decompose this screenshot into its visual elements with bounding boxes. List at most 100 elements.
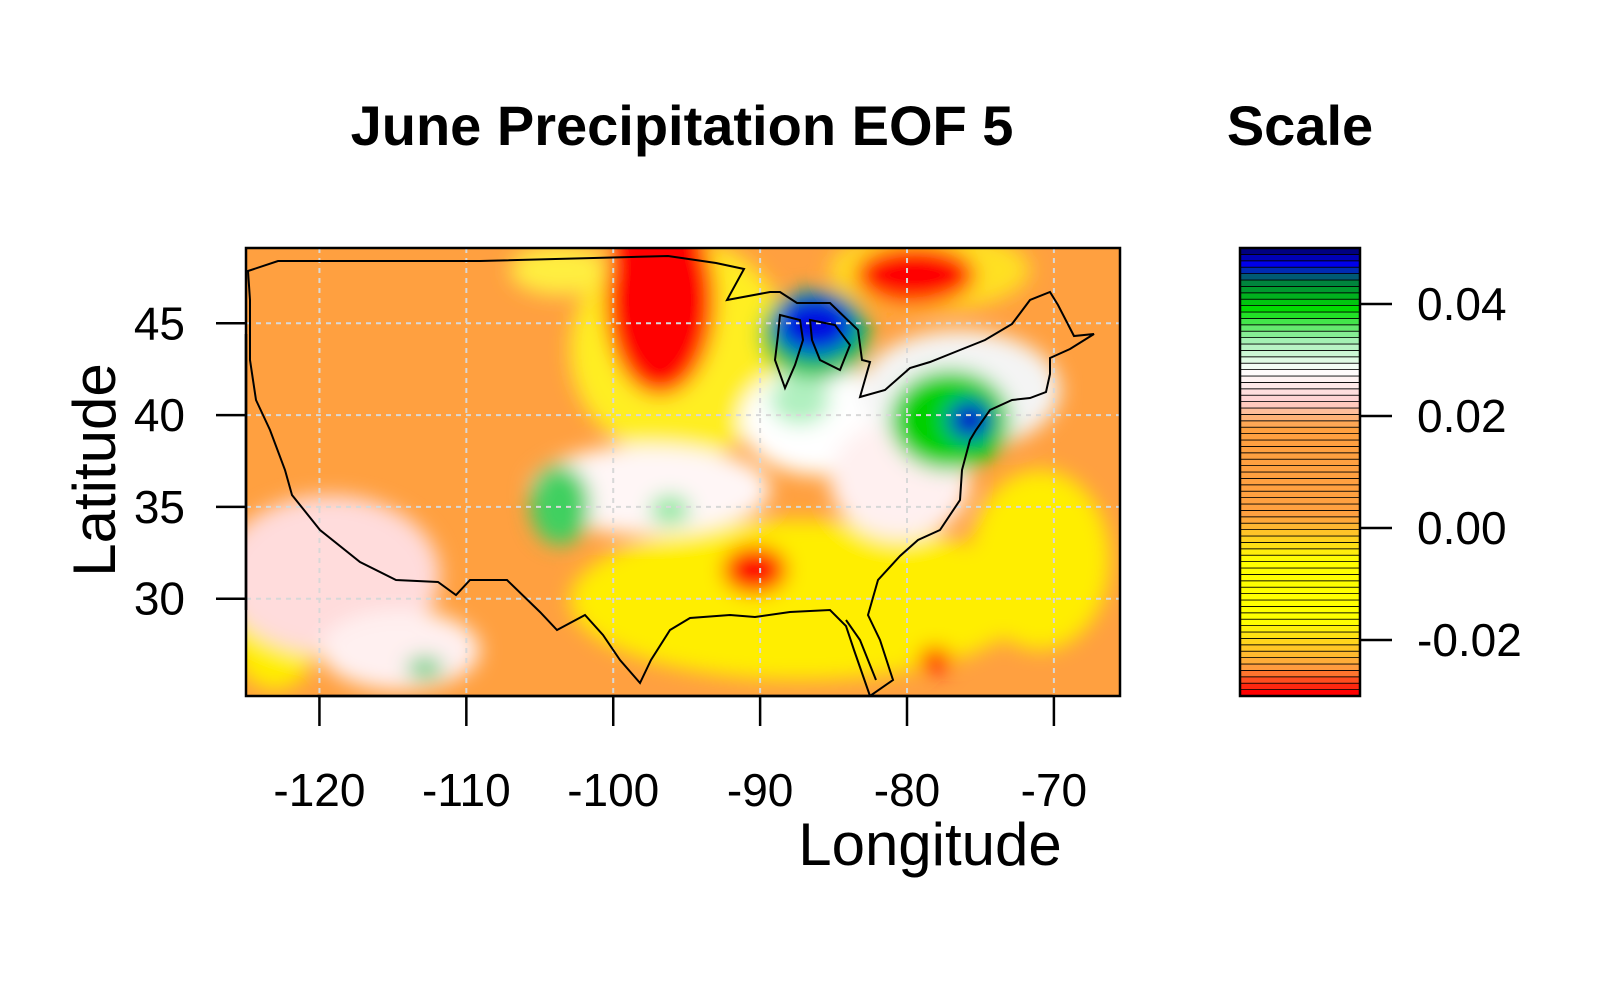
colorbar-swatch-58	[1239, 317, 1361, 326]
colorbar-swatch-55	[1239, 337, 1361, 345]
colorbar-swatch-41	[1239, 426, 1361, 435]
colorbar-swatch-47	[1239, 388, 1361, 396]
colorbar-axis: 0.04 0.02 0.00 -0.02	[1360, 278, 1522, 666]
colorbar-tick-label-0: 0.04	[1417, 278, 1507, 330]
red-ontario	[855, 248, 975, 305]
colorbar: 0.04 0.02 0.00 -0.02	[1238, 246, 1522, 698]
colorbar-swatch-48	[1239, 381, 1361, 390]
usa-outline	[246, 254, 1095, 696]
green-new-mexico	[530, 465, 590, 545]
lightgreen-texas	[650, 495, 690, 525]
green-baja	[407, 657, 443, 679]
y-tick-label-2: 40	[134, 389, 185, 441]
colorbar-swatch-11	[1239, 618, 1361, 627]
colorbar-swatch-8	[1239, 638, 1361, 646]
colorbar-swatch-68	[1239, 253, 1361, 262]
colorbar-swatch-21	[1239, 554, 1361, 563]
colorbar-swatch-62	[1239, 292, 1361, 300]
lake-michigan-outline	[773, 313, 805, 391]
colorbar-swatch-9	[1239, 631, 1361, 639]
colorbar-swatch-7	[1239, 644, 1361, 652]
colorbar-swatch-12	[1239, 612, 1361, 620]
colorbar-swatch-25	[1239, 529, 1361, 537]
x-axis: -120 -110 -100 -90 -80 -70	[273, 694, 1087, 816]
x-tick-label-2: -100	[567, 764, 659, 816]
florida-outline	[845, 619, 877, 681]
colorbar-frame	[1238, 246, 1362, 698]
colorbar-swatch-39	[1239, 439, 1361, 447]
colorbar-swatch-52	[1239, 356, 1361, 364]
y-axis-title: Latitude	[61, 363, 128, 577]
colorbar-swatch-49	[1239, 375, 1361, 383]
colorbar-swatch-27	[1239, 516, 1361, 524]
colorbar-swatch-50	[1239, 369, 1361, 377]
x-tick-label-0: -120	[273, 764, 365, 816]
colorbar-swatch-57	[1239, 324, 1361, 332]
colorbar-swatch-42	[1239, 420, 1361, 428]
y-tick-label-0: 30	[134, 573, 185, 625]
colorbar-swatch-5	[1239, 657, 1361, 665]
colorbar-swatch-31	[1239, 490, 1361, 499]
x-axis-title: Longitude	[798, 811, 1062, 878]
y-tick-label-3: 45	[134, 297, 185, 349]
blue-minnesota	[775, 295, 855, 355]
red-northern-plains	[605, 248, 715, 395]
colorbar-swatch-67	[1239, 260, 1361, 268]
colorbar-swatch-13	[1239, 606, 1361, 614]
colorbar-swatch-20	[1239, 561, 1361, 569]
colorbar-swatch-33	[1239, 477, 1361, 486]
colorbar-swatch-10	[1239, 625, 1361, 633]
colorbar-swatch-66	[1239, 266, 1361, 275]
colorbar-swatch-4	[1239, 663, 1361, 671]
colorbar-swatch-26	[1239, 522, 1361, 531]
x-tick-label-5: -70	[1021, 764, 1087, 816]
colorbar-tick-label-3: -0.02	[1417, 614, 1522, 666]
smoothed-anomalies	[246, 248, 1110, 690]
colorbar-swatch-45	[1239, 401, 1361, 409]
white-central	[530, 445, 770, 535]
colorbar-swatch-46	[1239, 394, 1361, 403]
colorbar-swatch-22	[1239, 548, 1361, 556]
colorbar-swatches	[1239, 247, 1361, 697]
colorbar-swatch-3	[1239, 670, 1361, 678]
colorbar-swatch-2	[1239, 676, 1361, 684]
red-bahamas	[919, 647, 951, 673]
colorbar-swatch-16	[1239, 586, 1361, 595]
colorbar-swatch-44	[1239, 407, 1361, 415]
heatmap-field	[246, 248, 1120, 696]
x-tick-label-1: -110	[422, 764, 511, 816]
yellow-band-atlantic	[970, 470, 1110, 650]
colorbar-swatch-18	[1239, 574, 1361, 582]
colorbar-swatch-59	[1239, 311, 1361, 319]
colorbar-swatch-32	[1239, 484, 1361, 492]
colorbar-tick-label-1: 0.02	[1417, 390, 1507, 442]
grid	[246, 248, 1120, 696]
colorbar-swatch-19	[1239, 567, 1361, 575]
colorbar-swatch-14	[1239, 599, 1361, 607]
colorbar-swatch-61	[1239, 298, 1361, 307]
coastline	[246, 254, 1095, 696]
colorbar-swatch-63	[1239, 285, 1361, 294]
x-tick-label-3: -90	[727, 764, 793, 816]
colorbar-swatch-53	[1239, 349, 1361, 358]
colorbar-swatch-23	[1239, 542, 1361, 550]
colorbar-swatch-36	[1239, 458, 1361, 467]
colorbar-swatch-65	[1239, 273, 1361, 281]
scale-title: Scale	[1227, 94, 1373, 157]
colorbar-swatch-38	[1239, 445, 1361, 454]
colorbar-swatch-54	[1239, 343, 1361, 351]
colorbar-swatch-28	[1239, 509, 1361, 518]
y-axis: 30 35 40 45	[134, 297, 248, 625]
colorbar-swatch-24	[1239, 535, 1361, 543]
blue-new-york	[948, 400, 992, 440]
y-tick-label-1: 35	[134, 481, 185, 533]
lake-huron-outline	[808, 318, 852, 372]
lightgreen-michigan	[770, 375, 830, 425]
colorbar-swatch-51	[1239, 362, 1361, 371]
colorbar-swatch-43	[1239, 413, 1361, 422]
colorbar-swatch-1	[1239, 682, 1361, 691]
red-louisiana	[723, 546, 787, 594]
x-tick-label-4: -80	[874, 764, 940, 816]
colorbar-swatch-60	[1239, 305, 1361, 313]
